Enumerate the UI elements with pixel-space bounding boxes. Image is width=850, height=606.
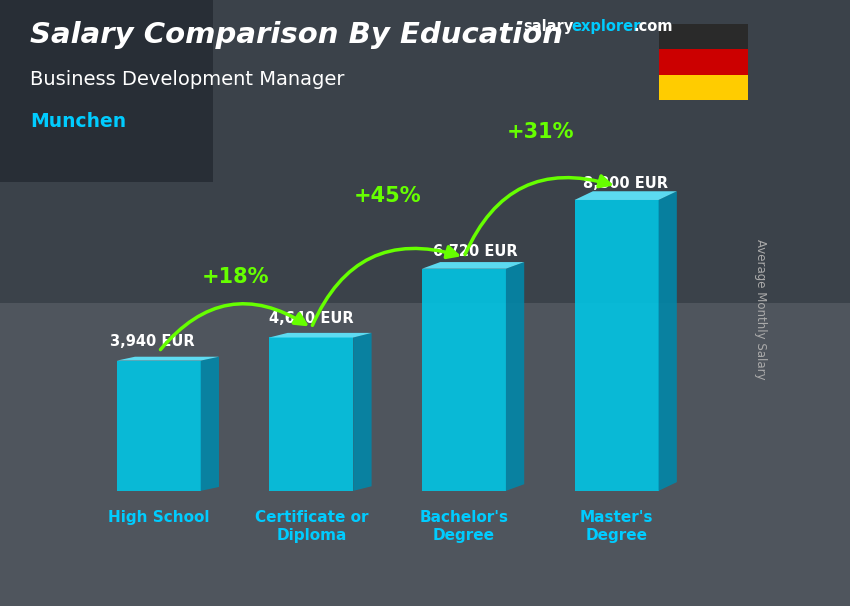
Text: 4,640 EUR: 4,640 EUR — [269, 311, 354, 326]
Polygon shape — [116, 361, 201, 491]
Text: Average Monthly Salary: Average Monthly Salary — [754, 239, 768, 379]
Text: 3,940 EUR: 3,940 EUR — [110, 334, 195, 349]
Bar — [0, 0, 850, 303]
FancyArrowPatch shape — [465, 176, 610, 255]
Bar — [659, 50, 748, 75]
Polygon shape — [659, 191, 677, 491]
Polygon shape — [575, 200, 659, 491]
Polygon shape — [201, 357, 219, 491]
Text: Salary Comparison By Education: Salary Comparison By Education — [30, 21, 563, 49]
Text: salary: salary — [523, 19, 573, 35]
Text: +31%: +31% — [507, 122, 574, 142]
Polygon shape — [269, 338, 354, 491]
Polygon shape — [506, 262, 524, 491]
Polygon shape — [422, 262, 524, 268]
Text: 6,720 EUR: 6,720 EUR — [434, 244, 518, 259]
Text: Business Development Manager: Business Development Manager — [30, 70, 344, 88]
Bar — [659, 24, 748, 50]
Text: 8,800 EUR: 8,800 EUR — [583, 176, 668, 191]
Text: Munchen: Munchen — [30, 112, 126, 131]
Text: .com: .com — [633, 19, 672, 35]
Polygon shape — [575, 191, 677, 200]
Polygon shape — [116, 357, 219, 361]
Bar — [0, 303, 850, 606]
Polygon shape — [269, 333, 371, 338]
Bar — [0, 0, 212, 182]
Text: explorer: explorer — [571, 19, 641, 35]
Polygon shape — [422, 268, 506, 491]
Text: +45%: +45% — [354, 186, 422, 206]
Text: +18%: +18% — [201, 267, 269, 287]
Bar — [659, 75, 748, 100]
Polygon shape — [354, 333, 371, 491]
FancyArrowPatch shape — [161, 304, 306, 350]
FancyArrowPatch shape — [313, 247, 457, 325]
